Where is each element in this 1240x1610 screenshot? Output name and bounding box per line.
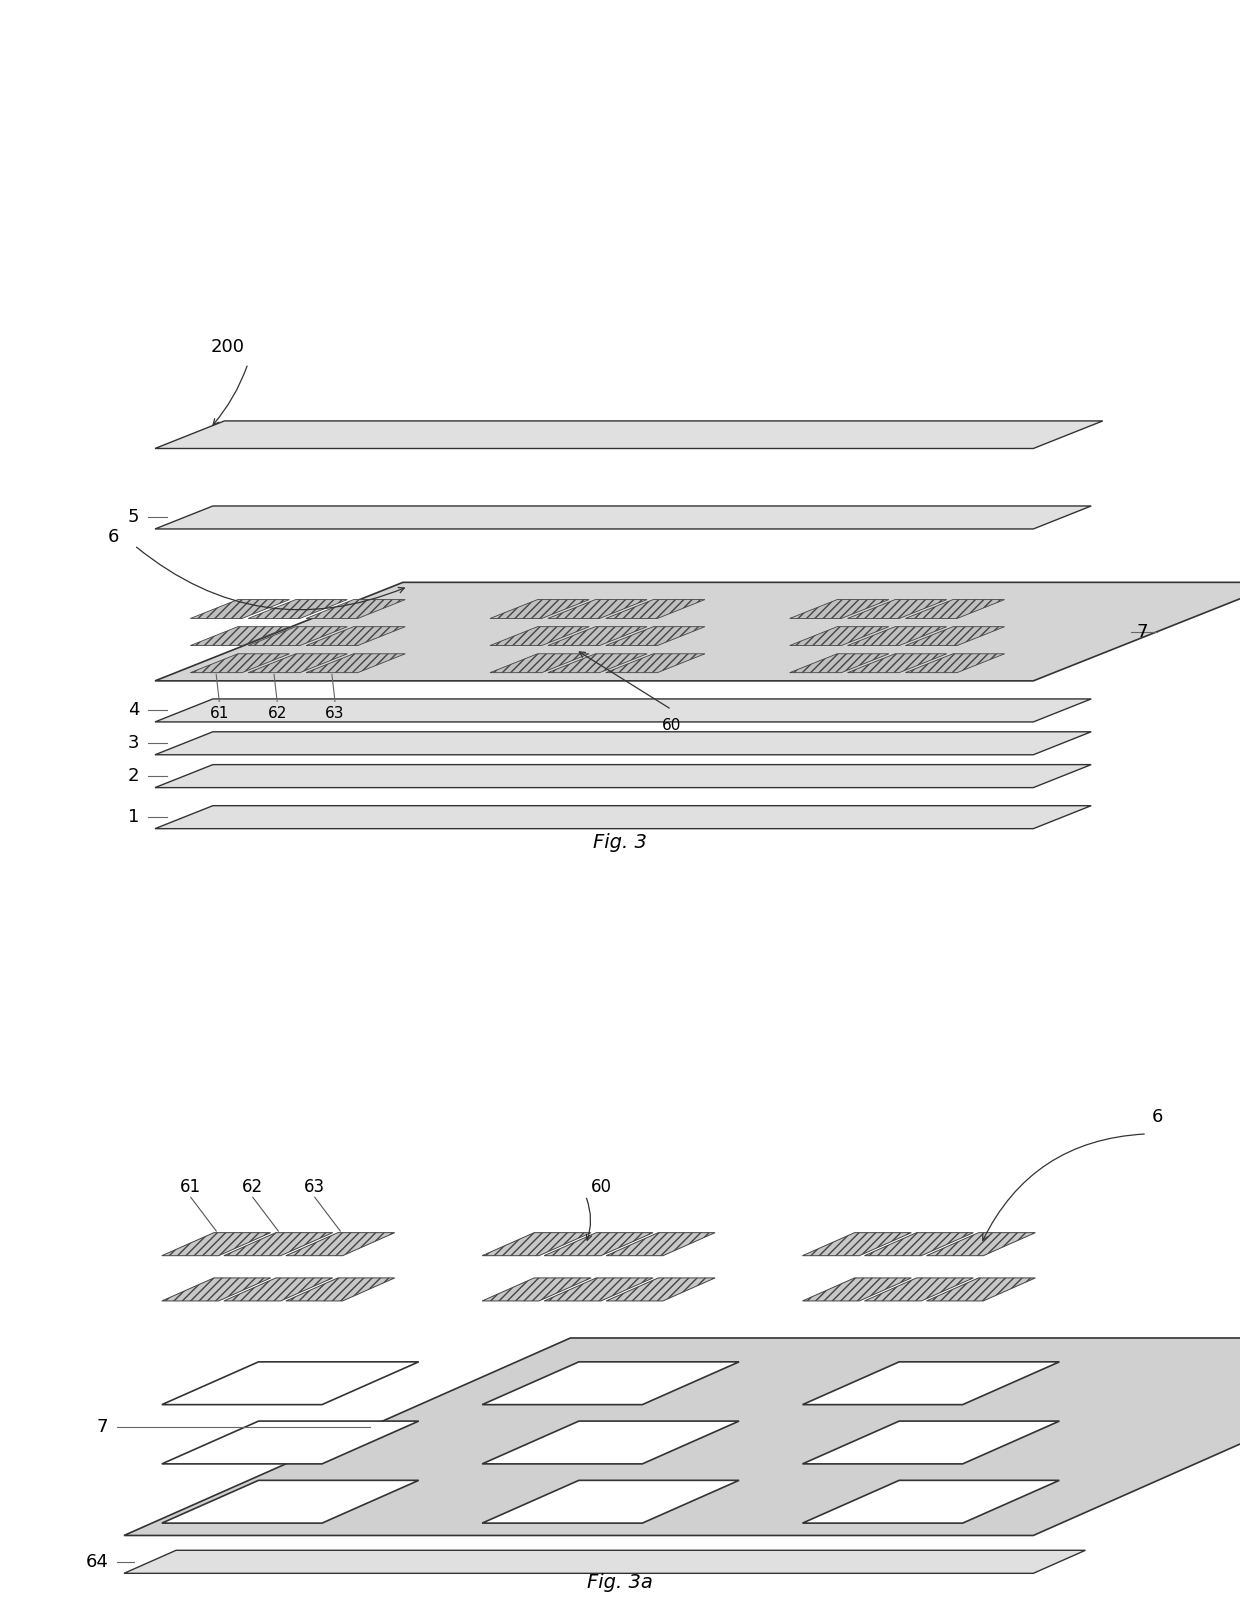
- Polygon shape: [482, 1362, 739, 1404]
- Polygon shape: [802, 1233, 911, 1256]
- Polygon shape: [248, 599, 347, 618]
- Polygon shape: [285, 1233, 394, 1256]
- Polygon shape: [790, 599, 889, 618]
- Polygon shape: [155, 506, 1091, 530]
- Polygon shape: [248, 654, 347, 673]
- Polygon shape: [605, 599, 704, 618]
- Polygon shape: [864, 1233, 973, 1256]
- Text: 60: 60: [590, 1179, 611, 1196]
- Polygon shape: [848, 599, 947, 618]
- Polygon shape: [544, 1278, 653, 1301]
- Text: Fig. 3: Fig. 3: [593, 832, 647, 852]
- Text: 61: 61: [210, 705, 229, 721]
- Polygon shape: [926, 1233, 1035, 1256]
- Polygon shape: [124, 1550, 1085, 1573]
- Polygon shape: [544, 1233, 653, 1256]
- Polygon shape: [223, 1278, 332, 1301]
- Text: 62: 62: [268, 705, 286, 721]
- Polygon shape: [124, 1338, 1240, 1536]
- Polygon shape: [548, 599, 647, 618]
- Polygon shape: [482, 1422, 739, 1463]
- Polygon shape: [848, 654, 947, 673]
- Polygon shape: [161, 1480, 419, 1523]
- Text: 63: 63: [304, 1177, 325, 1196]
- Polygon shape: [905, 626, 1004, 646]
- Polygon shape: [155, 805, 1091, 829]
- Polygon shape: [802, 1480, 1059, 1523]
- Polygon shape: [548, 626, 647, 646]
- Polygon shape: [606, 1233, 715, 1256]
- Polygon shape: [161, 1362, 419, 1404]
- Polygon shape: [155, 420, 1102, 449]
- Polygon shape: [802, 1362, 1059, 1404]
- Polygon shape: [548, 654, 647, 673]
- Polygon shape: [605, 654, 704, 673]
- Text: 64: 64: [86, 1552, 109, 1571]
- Polygon shape: [490, 626, 589, 646]
- Polygon shape: [482, 1480, 739, 1523]
- Polygon shape: [155, 733, 1091, 755]
- Polygon shape: [864, 1278, 973, 1301]
- Polygon shape: [905, 599, 1004, 618]
- Text: 5: 5: [128, 509, 139, 526]
- Polygon shape: [223, 1233, 332, 1256]
- Polygon shape: [306, 654, 405, 673]
- Text: 3: 3: [128, 734, 139, 752]
- Polygon shape: [605, 626, 704, 646]
- Polygon shape: [482, 1233, 591, 1256]
- Polygon shape: [248, 626, 347, 646]
- Text: 62: 62: [242, 1177, 263, 1196]
- Text: 61: 61: [180, 1177, 201, 1196]
- Polygon shape: [482, 1278, 591, 1301]
- Text: 7: 7: [97, 1418, 109, 1436]
- Text: 6: 6: [108, 528, 119, 546]
- Polygon shape: [155, 699, 1091, 721]
- Polygon shape: [790, 654, 889, 673]
- Text: 200: 200: [211, 338, 244, 356]
- Text: 1: 1: [128, 808, 139, 826]
- Polygon shape: [490, 654, 589, 673]
- Polygon shape: [161, 1278, 270, 1301]
- Polygon shape: [190, 599, 289, 618]
- Text: 63: 63: [325, 705, 345, 721]
- Polygon shape: [606, 1278, 715, 1301]
- Text: 2: 2: [128, 766, 139, 786]
- Polygon shape: [306, 599, 405, 618]
- Text: 4: 4: [128, 702, 139, 720]
- Polygon shape: [790, 626, 889, 646]
- Polygon shape: [161, 1422, 419, 1463]
- Polygon shape: [155, 583, 1240, 681]
- Polygon shape: [802, 1278, 911, 1301]
- Polygon shape: [190, 626, 289, 646]
- Polygon shape: [285, 1278, 394, 1301]
- Polygon shape: [926, 1278, 1035, 1301]
- Text: 7: 7: [1137, 623, 1148, 641]
- Polygon shape: [802, 1422, 1059, 1463]
- Polygon shape: [490, 599, 589, 618]
- Polygon shape: [190, 654, 289, 673]
- Text: 6: 6: [1152, 1108, 1163, 1127]
- Polygon shape: [306, 626, 405, 646]
- Polygon shape: [161, 1233, 270, 1256]
- Polygon shape: [848, 626, 947, 646]
- Polygon shape: [155, 765, 1091, 787]
- Text: Fig. 3a: Fig. 3a: [587, 1573, 653, 1592]
- Polygon shape: [905, 654, 1004, 673]
- Text: 60: 60: [662, 718, 681, 733]
